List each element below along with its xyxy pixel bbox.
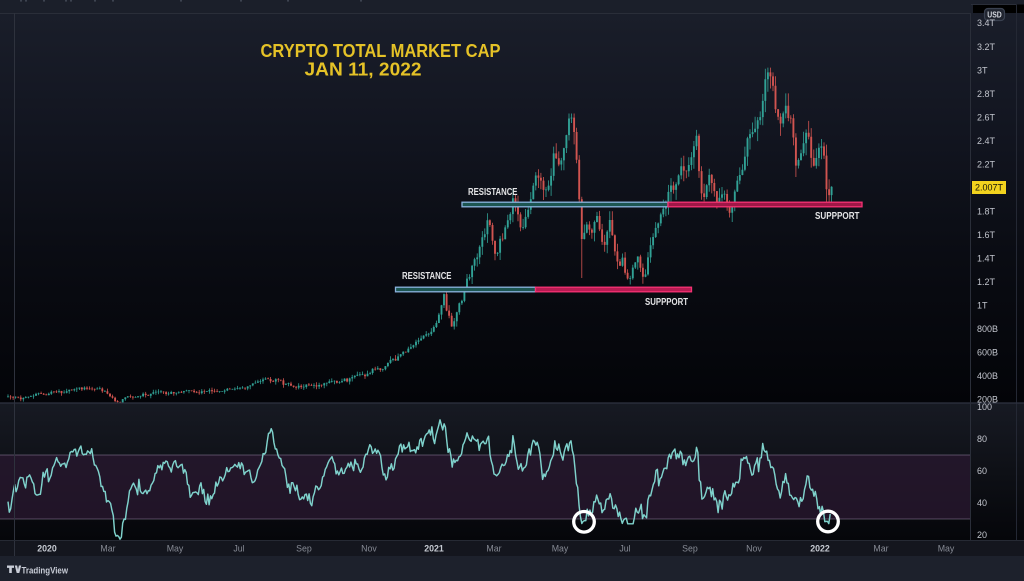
- svg-text:3T: 3T: [977, 66, 988, 76]
- svg-text:2022: 2022: [810, 543, 830, 553]
- svg-text:2.6T: 2.6T: [977, 113, 996, 123]
- svg-text:SUPPPORT: SUPPPORT: [815, 211, 860, 222]
- svg-text:1T: 1T: [977, 301, 988, 311]
- svg-text:40: 40: [977, 498, 987, 508]
- svg-text:200B: 200B: [977, 395, 998, 405]
- svg-text:400B: 400B: [977, 371, 998, 381]
- svg-text:1.6T: 1.6T: [977, 230, 996, 240]
- svg-text:USD: USD: [987, 9, 1002, 19]
- svg-text:80: 80: [977, 434, 987, 444]
- svg-text:Mar: Mar: [486, 543, 501, 553]
- svg-text:60: 60: [977, 466, 987, 476]
- svg-text:Nov: Nov: [746, 543, 762, 553]
- svg-text:May: May: [167, 543, 184, 553]
- svg-text:RESISTANCE: RESISTANCE: [402, 271, 452, 282]
- svg-text:1.4T: 1.4T: [977, 254, 996, 264]
- svg-text:TradingView: TradingView: [22, 566, 69, 577]
- svg-text:Sep: Sep: [682, 543, 698, 553]
- svg-text:Nov: Nov: [361, 543, 377, 553]
- svg-text:100: 100: [977, 402, 992, 412]
- svg-text:Mar: Mar: [100, 543, 115, 553]
- svg-text:2.4T: 2.4T: [977, 136, 996, 146]
- svg-text:May: May: [552, 543, 569, 553]
- svg-text:Jul: Jul: [619, 543, 630, 553]
- svg-text:JAN 11, 2022: JAN 11, 2022: [305, 59, 422, 80]
- svg-text:3.2T: 3.2T: [977, 42, 996, 52]
- svg-text:RESISTANCE: RESISTANCE: [468, 187, 518, 198]
- svg-text:Sep: Sep: [296, 543, 312, 553]
- svg-text:Jul: Jul: [233, 543, 244, 553]
- svg-text:600B: 600B: [977, 348, 998, 358]
- svg-text:2.8T: 2.8T: [977, 89, 996, 99]
- svg-text:SUPPPORT: SUPPPORT: [645, 297, 688, 308]
- svg-text:Mar: Mar: [873, 543, 888, 553]
- svg-text:2021: 2021: [424, 543, 444, 553]
- svg-text:1.2T: 1.2T: [977, 277, 996, 287]
- svg-text:3.4T: 3.4T: [977, 18, 996, 28]
- svg-text:2.007T: 2.007T: [975, 183, 1003, 193]
- svg-text:CRYPTO TOTAL MARKET CAP: CRYPTO TOTAL MARKET CAP: [261, 40, 501, 61]
- svg-text:800B: 800B: [977, 324, 998, 334]
- svg-text:1.8T: 1.8T: [977, 207, 996, 217]
- svg-text:2020: 2020: [37, 543, 57, 553]
- svg-text:May: May: [938, 543, 955, 553]
- svg-text:20: 20: [977, 530, 987, 540]
- svg-text:2.2T: 2.2T: [977, 160, 996, 170]
